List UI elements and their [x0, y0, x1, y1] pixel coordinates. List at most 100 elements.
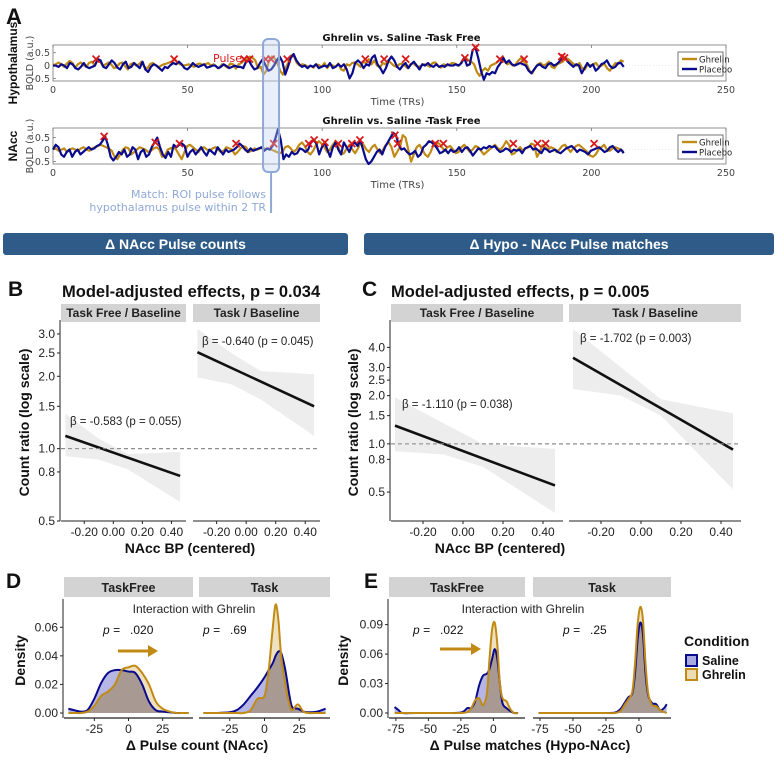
panel-b-ytick-label: 2.5	[38, 346, 55, 360]
panel-e-ytick-label: 0.09	[360, 618, 384, 632]
condition-legend-label-saline: Saline	[702, 654, 739, 668]
nacc-pulse-marker	[589, 139, 599, 148]
p-number: .69	[230, 623, 247, 637]
panel-d-strip-0	[64, 577, 193, 597]
panel-c-xtick-label: 0.40	[709, 525, 733, 539]
panel-d-ytick-label: 0.06	[35, 620, 59, 634]
panel-e-strip-label: TaskFree	[430, 581, 484, 595]
match-highlight-box	[262, 38, 281, 173]
pulse-x-stroke	[533, 139, 542, 148]
nacc-axes-box	[52, 127, 727, 165]
nacc-region-label: NAcc	[6, 130, 20, 161]
panel-b-ylabel: Count ratio (log scale)	[16, 349, 32, 497]
nacc-pulse-marker	[175, 139, 184, 148]
nacc-pulse-marker	[439, 139, 448, 148]
panel-e-strip-label: Task	[588, 581, 616, 595]
nacc-pulse-marker	[533, 139, 542, 148]
panel-e-xtick-label: -50	[564, 722, 582, 736]
pulse-x-stroke	[519, 55, 529, 64]
panel-e-ylabel: Density	[335, 635, 351, 686]
panel-e-xlabel: Δ Pulse matches (Hypo-NAcc)	[430, 737, 631, 753]
banner-hypo-nacc-pulse-matches: Δ Hypo - NAcc Pulse matches	[364, 233, 774, 255]
pulse-x-stroke	[269, 139, 278, 148]
panel-d-interaction-annotation: Interaction with Ghrelin	[133, 602, 256, 616]
hypothalamus-ytick-label: -0.5	[31, 74, 50, 85]
nacc-legend-box	[677, 134, 724, 160]
panel-d-strip-label: Task	[251, 581, 279, 595]
panel-b-xtick-label: 0.20	[131, 525, 155, 539]
panel-e-p-value-0: p = .022	[412, 623, 464, 637]
panel-e-strip-1	[533, 577, 671, 597]
panel-e-shift-arrow	[440, 643, 481, 655]
panel-e-ytick-label: 0.00	[360, 706, 384, 720]
panel-e-density-line-ghrelin	[538, 605, 668, 715]
panel-c-xtick-label: -0.20	[587, 525, 615, 539]
hypothalamus-pulse-marker	[460, 53, 470, 62]
panel-b-ytick-label: 0.5	[38, 514, 55, 528]
nacc-xtick-label: 200	[582, 168, 600, 179]
nacc-legend-label-placebo: Placebo	[699, 149, 732, 159]
panel-b-xtick-label: -0.20	[71, 525, 99, 539]
pulse-x-stroke	[309, 135, 319, 145]
hypothalamus-pulse-marker	[245, 55, 254, 64]
hypothalamus-series-placebo	[53, 46, 625, 81]
hypothalamus-axes-box	[52, 44, 727, 82]
panel-c-xtick-label: -0.20	[409, 525, 437, 539]
panel-e-density-overlap	[538, 622, 667, 714]
nacc-pulse-marker	[541, 139, 550, 148]
panel-e-strip-0	[389, 577, 525, 597]
hypothalamus-pulse-marker	[401, 55, 410, 64]
panel-e-interaction-annotation: Interaction with Ghrelin	[462, 602, 585, 616]
pulse-x-stroke	[231, 139, 241, 148]
pulse-x-stroke	[390, 131, 400, 140]
panel-d-density-line-ghrelin	[203, 603, 326, 715]
hypothalamus-xtick-label: 250	[717, 85, 735, 96]
panel-d-ytick-label: 0.04	[35, 649, 59, 663]
panel-e-xtick-label: -75	[531, 722, 549, 736]
nacc-pulse-marker	[393, 139, 402, 148]
pulse-x-stroke	[91, 55, 101, 64]
hypothalamus-pulse-marker	[560, 53, 569, 62]
pulse-x-stroke	[401, 55, 410, 64]
panel-c-ci-ribbon	[573, 329, 733, 490]
panel-b-ytick-label: 3.0	[38, 327, 55, 341]
pulse-x-stroke	[495, 55, 505, 64]
nacc-pulse-marker	[320, 138, 330, 147]
panel-b-strip-0	[61, 304, 186, 322]
nacc-ytick-label: 0	[44, 145, 50, 156]
pulse-x-stroke	[393, 139, 402, 148]
hypothalamus-title: Ghrelin vs. Saline -Task Free	[322, 33, 480, 44]
panel-d-xtick-label: -25	[86, 722, 104, 736]
arrow-head	[471, 643, 481, 655]
panel-d-xtick-label: 0	[125, 722, 132, 736]
nacc-legend-label-ghrelin: Ghrelin	[699, 139, 730, 149]
p-number: .25	[590, 623, 607, 637]
nacc-xtick-label: 250	[717, 168, 735, 179]
panel-c-xtick-label: 0.20	[491, 525, 515, 539]
panel-d-strip-label: TaskFree	[102, 581, 156, 595]
pulse-x-stroke	[379, 55, 389, 64]
panel-d-p-value-1: p = .69	[202, 623, 247, 637]
panel-b-xtick-label: 0.00	[102, 525, 126, 539]
panel-b-beta-annotation: β = -0.640 (p = 0.045)	[202, 336, 314, 348]
panel-b-title: Model-adjusted effects, p = 0.034	[62, 283, 321, 301]
nacc-ytick-label: -0.5	[31, 157, 50, 168]
nacc-xlabel: Time (TRs)	[370, 180, 425, 191]
pulse-x-stroke	[100, 132, 109, 141]
hypothalamus-pulse-marker	[471, 43, 480, 52]
panel-c-title: Model-adjusted effects, p = 0.005	[391, 283, 649, 301]
panel-label-c: C	[362, 278, 377, 301]
panel-c-fit-line	[572, 356, 734, 451]
panel-d-density-line-ghrelin	[68, 664, 189, 715]
panel-d-xtick-label: -25	[221, 722, 239, 736]
hypothalamus-xtick-label: 50	[182, 85, 194, 96]
panel-c-strip-1	[569, 304, 741, 322]
panel-c-xtick-label: 0.20	[669, 525, 693, 539]
panel-c-xtick-label: 0.00	[629, 525, 653, 539]
nacc-pulse-marker	[269, 139, 278, 148]
panel-c-xtick-label: 0.00	[451, 525, 475, 539]
nacc-xtick-label: 0	[50, 168, 56, 179]
panel-d-shift-arrow	[118, 645, 158, 657]
panel-b-strip-label: Task Free / Baseline	[66, 306, 181, 320]
